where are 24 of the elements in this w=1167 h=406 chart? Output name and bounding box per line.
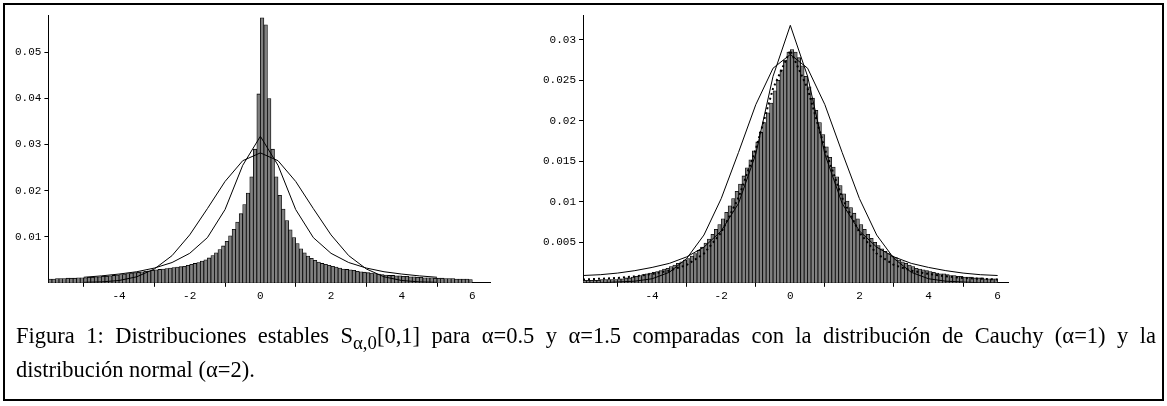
y-tick-label: 0.01 (549, 195, 577, 208)
y-tick-label: 0.04 (15, 92, 42, 105)
x-tick-label: 6 (994, 290, 1001, 303)
x-tick-label: -4 (645, 290, 660, 303)
y-tick-label: 0.03 (549, 33, 577, 46)
y-tick-label: 0.02 (15, 184, 42, 197)
x-tick-label: -2 (714, 290, 728, 303)
x-tick-label: 4 (398, 290, 406, 303)
x-tick-label: 6 (469, 290, 476, 303)
x-tick-label: -2 (183, 290, 197, 303)
y-tick-label: 0.015 (542, 155, 577, 168)
x-tick-label: 2 (327, 290, 335, 303)
x-tick-label: -4 (112, 290, 127, 303)
y-tick-label: 0.01 (15, 230, 42, 243)
y-tick-label: 0.005 (542, 236, 577, 249)
y-tick-label: 0.03 (15, 138, 42, 151)
x-tick-label: 2 (856, 290, 863, 303)
y-tick-label: 0.02 (549, 114, 577, 127)
x-tick-label: 0 (787, 290, 794, 303)
y-tick-label: 0.05 (15, 46, 42, 59)
text: Figura 1: Distribuciones estables S$_{α,0}$[0,1] para α=0.5 y α=1.5 comparadas con la distribución de Cauchy (α=1) y la distribución normal (α=2). (16, 323, 1156, 382)
x-tick-label: 0 (257, 290, 264, 303)
x-tick-label: 4 (925, 290, 933, 303)
y-tick-label: 0.025 (542, 74, 577, 87)
